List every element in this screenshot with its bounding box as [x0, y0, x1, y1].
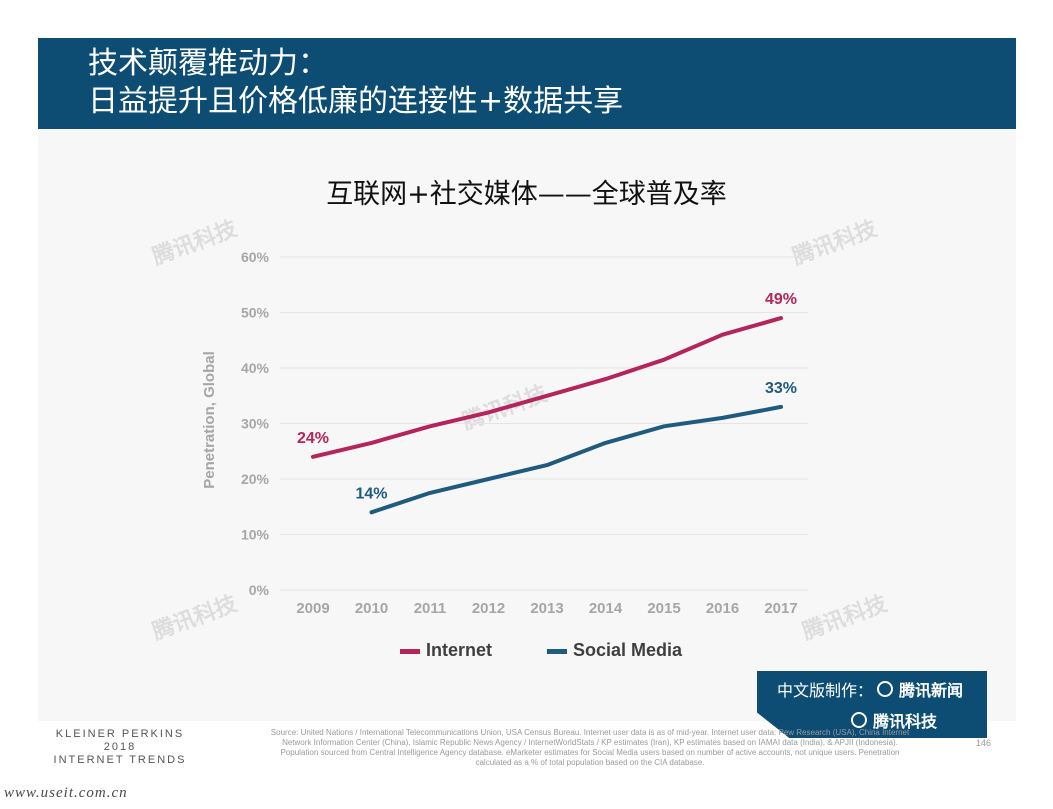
site-url: www.useit.com.cn — [4, 785, 128, 801]
kpcb-brand: KLEINER PERKINS 2018 INTERNET TRENDS — [45, 728, 195, 767]
series-line-internet — [311, 316, 783, 459]
y-axis-title: Penetration, Global — [201, 351, 218, 489]
tencent-logo-icon — [877, 681, 893, 697]
y-tick-label: 0% — [249, 582, 270, 598]
chart-title: 互联网+社交媒体——全球普及率 — [326, 179, 727, 210]
x-axis-tick-labels: 2009 2010 2011 2012 2013 2014 2015 2016 2017 — [296, 600, 797, 617]
slide-title-line-2: 日益提升且价格低廉的连接性+数据共享 — [88, 84, 624, 119]
x-tick-label: 2009 — [296, 600, 329, 617]
page-number: 146 — [976, 738, 992, 748]
brand-line-2: 2018 — [103, 741, 137, 753]
x-tick-label: 2011 — [414, 600, 447, 617]
x-tick-label: 2010 — [355, 600, 388, 617]
slide-title-line-1: 技术颠覆推动力： — [88, 46, 328, 81]
data-label-internet: 49% — [765, 291, 797, 308]
y-tick-label: 40% — [241, 360, 270, 376]
credit-prefix: 中文版制作： — [777, 681, 874, 700]
y-axis-tick-labels: 0% 10% 20% 30% 40% 50% 60% — [241, 249, 270, 598]
legend-swatch-social-media — [547, 649, 567, 654]
credit-line-1: 中文版制作： — [777, 677, 873, 701]
x-tick-label: 2015 — [647, 600, 680, 617]
y-tick-label: 60% — [241, 249, 270, 265]
tencent-logo-icon — [851, 712, 867, 728]
slide-header: 技术颠覆推动力： 日益提升且价格低廉的连接性+数据共享 — [38, 38, 1016, 129]
y-tick-label: 30% — [241, 416, 270, 432]
series-lines — [311, 316, 783, 515]
data-label-internet: 24% — [297, 430, 329, 447]
x-tick-label: 2012 — [472, 600, 505, 617]
credit-brand-tech: 腾讯科技 — [873, 712, 938, 731]
series-line-social-media — [369, 404, 783, 515]
brand-line-1: KLEINER PERKINS — [55, 728, 185, 740]
x-tick-label: 2013 — [530, 600, 563, 617]
data-label-social-media: 33% — [765, 380, 797, 397]
brand-line-3: INTERNET TRENDS — [53, 754, 187, 766]
x-tick-label: 2017 — [764, 600, 797, 617]
data-labels: 24% 49% 14% 33% — [297, 291, 797, 502]
credit-brand-news: 腾讯新闻 — [899, 681, 964, 700]
legend-label-social-media: Social Media — [573, 640, 683, 660]
translation-credit-badge: 中文版制作： 腾讯新闻 腾讯科技 — [757, 671, 987, 738]
x-tick-label: 2014 — [589, 600, 623, 617]
y-tick-label: 50% — [241, 305, 270, 321]
chart-panel — [38, 129, 1016, 721]
data-label-social-media: 14% — [355, 485, 387, 502]
legend-label-internet: Internet — [426, 640, 493, 660]
y-tick-label: 20% — [241, 471, 270, 487]
y-tick-label: 10% — [241, 527, 270, 543]
gridlines — [280, 256, 808, 591]
legend-swatch-internet — [400, 649, 420, 654]
source-note: Source: United Nations / International T… — [270, 728, 910, 767]
x-tick-label: 2016 — [706, 600, 739, 617]
